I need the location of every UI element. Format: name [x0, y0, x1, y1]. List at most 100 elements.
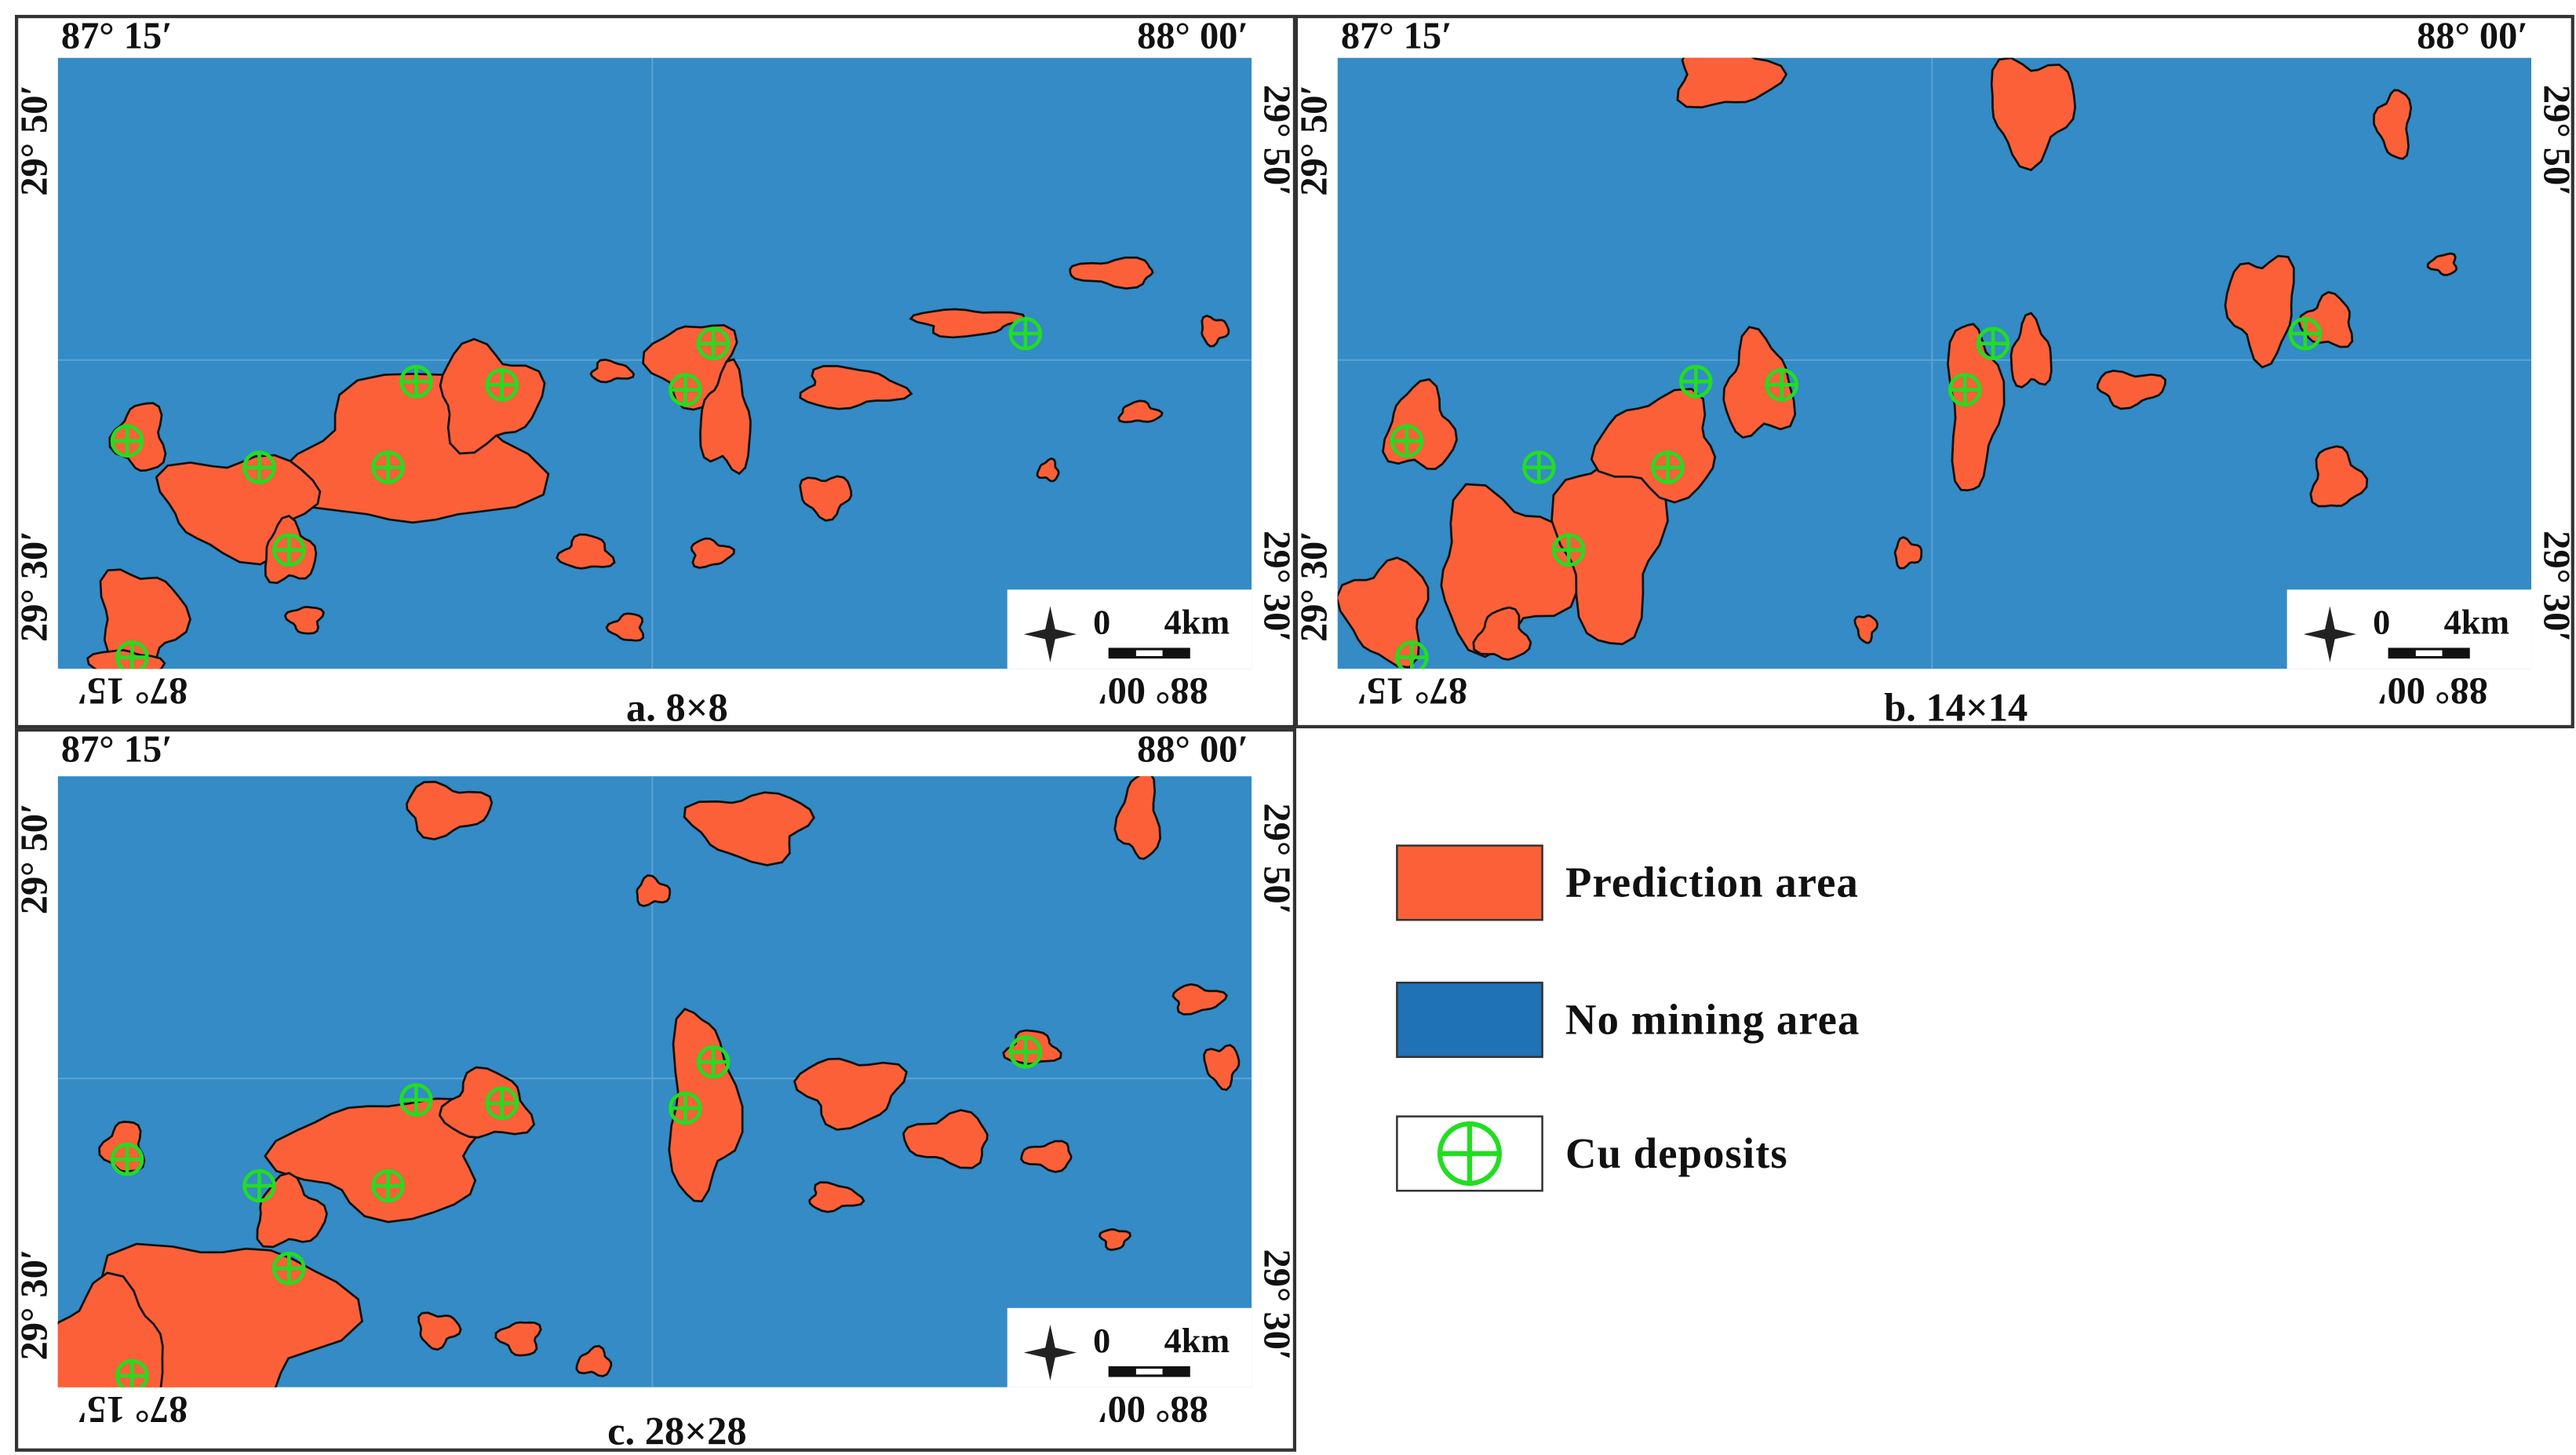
prediction-area [808, 1181, 865, 1213]
cu-deposit [1679, 364, 1713, 399]
prediction-area [1069, 256, 1154, 290]
lon-label: 87° 15′ [1356, 669, 1467, 711]
scale-bar-fill [1162, 649, 1190, 658]
prediction-area [2372, 89, 2413, 160]
lon-label: 88° 00′ [1097, 1388, 1208, 1430]
legend-swatch [1396, 844, 1543, 921]
prediction-area [264, 1097, 486, 1223]
cu-deposit [110, 1143, 144, 1176]
legend-label: No mining area [1565, 995, 1860, 1043]
lat-label: 29° 30′ [2535, 531, 2576, 642]
prediction-area [405, 780, 494, 841]
prediction-area [589, 358, 636, 384]
prediction-area [799, 364, 913, 410]
cu-deposit [1008, 1035, 1043, 1069]
legend-label: Prediction area [1565, 859, 1859, 906]
prediction-area [792, 1057, 908, 1131]
prediction-area [1472, 606, 1532, 661]
prediction-area [2224, 254, 2295, 369]
prediction-area [2009, 312, 2053, 388]
cu-deposit [1390, 424, 1424, 458]
legend-label: Cu deposits [1565, 1129, 1788, 1177]
cu-deposit [1522, 450, 1556, 484]
prediction-area [417, 1311, 462, 1351]
cu-deposit [371, 1169, 405, 1203]
prediction-area [909, 308, 1026, 339]
cu-deposit [115, 640, 149, 669]
cu-deposit [1651, 450, 1685, 484]
cu-deposit [485, 368, 519, 402]
prediction-area [636, 874, 672, 907]
lat-label: 29° 30′ [14, 1249, 56, 1361]
lat-label: 29° 30′ [1255, 1249, 1297, 1361]
prediction-area [1722, 326, 1797, 439]
prediction-area [1853, 614, 1879, 644]
scale-bar-fill [1109, 1367, 1136, 1376]
cu-deposit [1551, 533, 1586, 567]
cu-deposit [1437, 1121, 1503, 1186]
panel-caption: a. 8×8 [626, 686, 728, 730]
prediction-area [1990, 57, 2077, 172]
lat-label: 29° 50′ [1255, 85, 1297, 196]
prediction-area [2426, 252, 2458, 276]
cu-deposit [399, 364, 433, 399]
prediction-area [2096, 370, 2166, 410]
scale-length: 4km [1164, 604, 1230, 642]
cu-deposit [1008, 316, 1043, 351]
prediction-area [1117, 399, 1164, 424]
cu-deposit [1765, 368, 1798, 402]
prediction-area [1202, 1044, 1241, 1092]
prediction-area [1893, 536, 1923, 570]
cu-deposit [1395, 640, 1429, 669]
cu-deposit [371, 450, 405, 484]
lat-label: 29° 50′ [1255, 803, 1297, 914]
scale-length: 4km [2444, 604, 2510, 642]
map-area [1337, 57, 2532, 669]
panel-caption: c. 28×28 [607, 1409, 746, 1453]
scale-zero: 0 [1093, 604, 1110, 642]
prediction-area [1440, 483, 1579, 658]
lat-label: 29° 50′ [14, 85, 56, 196]
north-arrow [1023, 1324, 1077, 1381]
cu-deposit [696, 1045, 731, 1079]
prediction-area [1113, 776, 1161, 860]
lon-label: 87° 15′ [61, 16, 173, 57]
prediction-area [575, 1344, 613, 1378]
prediction-area [556, 533, 616, 570]
cu-deposit [399, 1083, 433, 1117]
lat-label: 29° 50′ [1293, 85, 1335, 196]
cu-deposit [110, 424, 144, 458]
lon-label: 87° 15′ [76, 1388, 188, 1430]
lat-label: 29° 30′ [1255, 531, 1297, 642]
prediction-area [1676, 57, 1788, 109]
lat-label: 29° 50′ [2535, 85, 2576, 196]
cu-deposit [669, 373, 702, 407]
map-area [57, 57, 1252, 669]
cu-deposit [272, 533, 306, 567]
scale-bar-fill [2389, 649, 2416, 658]
legend-swatch [1396, 981, 1543, 1059]
prediction-area [683, 791, 815, 866]
north-arrow [2303, 606, 2357, 662]
lon-label: 87° 15′ [1341, 16, 1452, 57]
cu-deposit [115, 1358, 149, 1388]
scale-bar-fill [1162, 1367, 1190, 1376]
prediction-area [1020, 1140, 1073, 1173]
cu-deposit [696, 326, 731, 360]
prediction-area [605, 612, 645, 642]
lon-label: 88° 00′ [1097, 669, 1208, 711]
legend: Prediction area No mining area Cu deposits [1396, 844, 1860, 1192]
cu-deposit [669, 1091, 702, 1125]
lon-label: 88° 00′ [1137, 16, 1248, 57]
lon-label: 88° 00′ [2377, 669, 2488, 711]
scale-zero: 0 [1093, 1322, 1110, 1360]
prediction-area [494, 1321, 542, 1357]
prediction-area [1098, 1228, 1131, 1252]
lon-label: 87° 15′ [61, 729, 173, 771]
lon-label: 87° 15′ [76, 669, 188, 711]
prediction-area [799, 475, 853, 522]
lat-label: 29° 30′ [14, 531, 56, 642]
cu-deposit [1976, 326, 2010, 360]
